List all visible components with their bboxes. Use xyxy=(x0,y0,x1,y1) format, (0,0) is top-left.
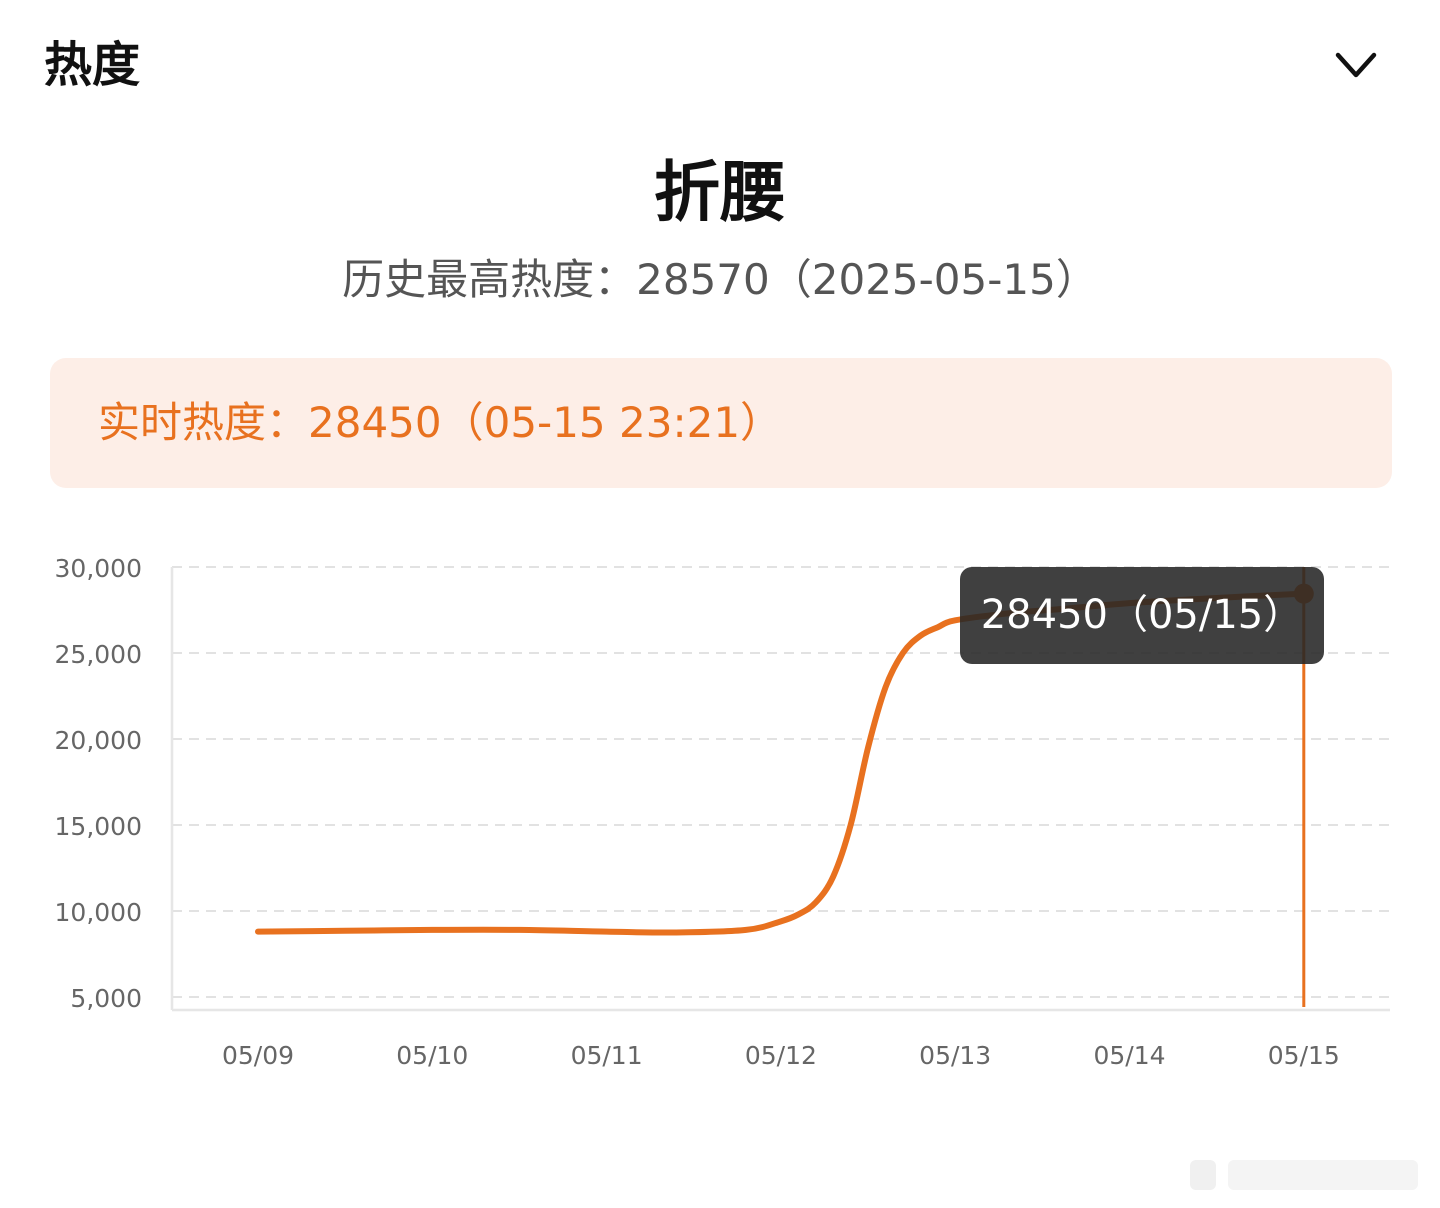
x-tick-label: 05/11 xyxy=(571,1041,643,1070)
header-title: 热度 xyxy=(44,37,141,93)
x-tick-label: 05/15 xyxy=(1268,1041,1340,1070)
y-tick-label: 5,000 xyxy=(70,984,142,1013)
x-tick-label: 05/14 xyxy=(1093,1041,1165,1070)
y-tick-label: 30,000 xyxy=(55,554,142,583)
chart-tooltip: 28450（05/15） xyxy=(960,567,1324,664)
y-tick-label: 20,000 xyxy=(55,726,142,755)
axes xyxy=(170,567,1390,1012)
y-tick-label: 15,000 xyxy=(55,812,142,841)
x-tick-label: 05/10 xyxy=(396,1041,468,1070)
panel-header: 热度 xyxy=(0,0,1440,130)
y-tick-label: 10,000 xyxy=(55,898,142,927)
heat-trend-chart[interactable]: 5,000 10,000 15,000 20,000 25,000 30,000 05/0… xyxy=(0,520,1440,1100)
realtime-heat-text: 实时热度：28450（05-15 23:21） xyxy=(98,398,783,447)
peak-heat-text: 历史最高热度：28570（2025-05-15） xyxy=(342,255,1098,304)
x-tick-label: 05/12 xyxy=(745,1041,817,1070)
topic-title: 折腰 xyxy=(654,154,786,231)
watermark-logo xyxy=(1190,1160,1418,1190)
collapse-button[interactable] xyxy=(1320,36,1392,96)
x-tick-label: 05/13 xyxy=(919,1041,991,1070)
x-tick-labels: 05/09 05/10 05/11 05/12 05/13 05/14 05/15 xyxy=(222,1041,1340,1070)
y-tick-label: 25,000 xyxy=(55,640,142,669)
realtime-heat-banner: 实时热度：28450（05-15 23:21） xyxy=(50,358,1392,488)
y-tick-labels: 5,000 10,000 15,000 20,000 25,000 30,000 xyxy=(55,554,142,1013)
chevron-down-icon xyxy=(1335,52,1377,78)
x-tick-label: 05/09 xyxy=(222,1041,294,1070)
